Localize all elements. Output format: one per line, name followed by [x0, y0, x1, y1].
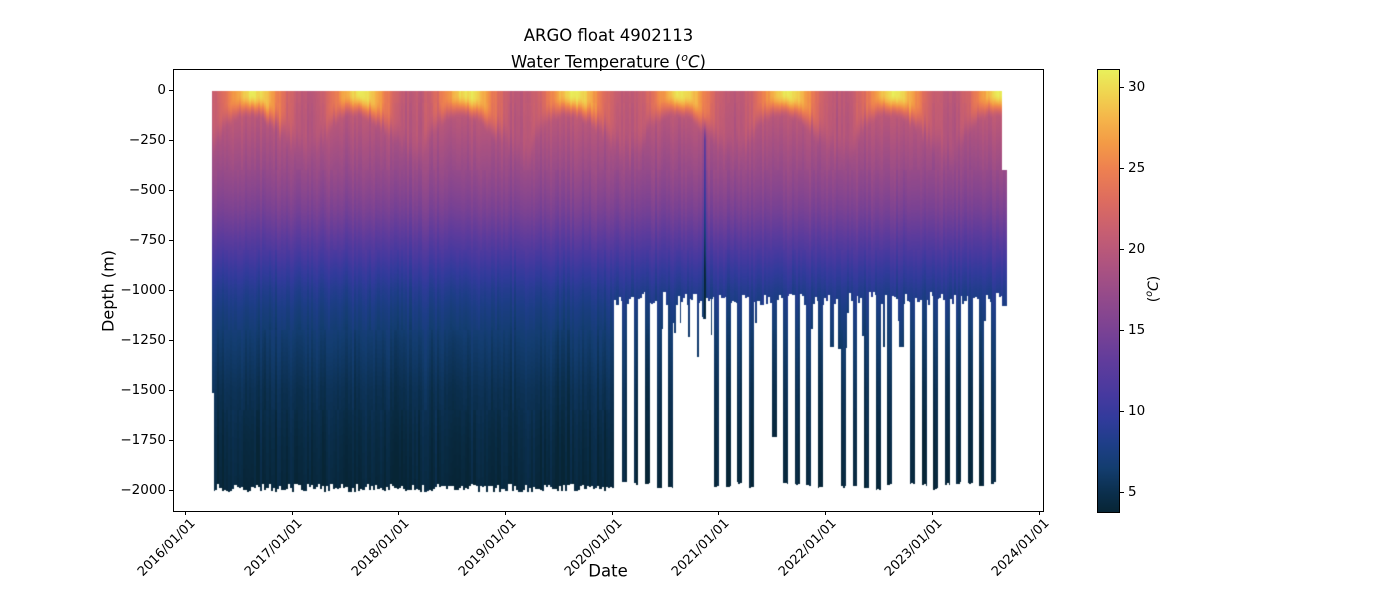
y-tick-label: −1000: [120, 282, 166, 298]
y-tick-mark: [169, 440, 173, 441]
cblabel-close: ): [1145, 275, 1162, 282]
y-tick-label: −1500: [120, 382, 166, 398]
colorbar-label: (oC): [1144, 276, 1162, 303]
title-unit-c: C: [688, 52, 700, 71]
plot-area: [173, 69, 1044, 512]
x-tick-mark: [931, 511, 933, 515]
x-tick-label: 2023/01/01: [882, 516, 947, 580]
x-tick-mark: [398, 511, 400, 515]
x-tick-label: 2022/01/01: [775, 516, 840, 580]
colorbar-tick-label: 10: [1128, 402, 1146, 419]
y-tick-mark: [169, 290, 173, 291]
chart-title: ARGO float 4902113 Water Temperature (oC…: [174, 25, 1043, 73]
title-close-paren: ): [699, 52, 706, 71]
heatmap-canvas: [174, 70, 1043, 511]
y-tick-mark: [169, 190, 173, 191]
colorbar-tick-mark: [1120, 167, 1124, 169]
y-tick-label: −500: [128, 182, 166, 198]
y-tick-mark: [169, 490, 173, 491]
x-axis-label: Date: [588, 561, 628, 581]
title-degree-sup: o: [681, 50, 688, 64]
x-tick-label: 2021/01/01: [668, 516, 733, 580]
chart-title-line2: Water Temperature (oC): [174, 47, 1043, 73]
cblabel-open: (: [1145, 296, 1162, 303]
y-tick-mark: [169, 240, 173, 241]
y-tick-mark: [169, 390, 173, 391]
x-tick-label: 2017/01/01: [242, 516, 306, 580]
y-tick-label: −1750: [120, 432, 166, 448]
x-tick-mark: [1038, 511, 1040, 515]
y-tick-mark: [169, 340, 173, 341]
x-tick-label: 2016/01/01: [135, 516, 199, 580]
x-tick-label: 2024/01/01: [989, 516, 1053, 580]
y-tick-label: −250: [128, 132, 166, 148]
colorbar-tick-mark: [1120, 86, 1124, 88]
title-line2-text: Water Temperature (: [511, 52, 682, 71]
cblabel-unit-c: C: [1145, 281, 1162, 291]
colorbar-tick-mark: [1120, 329, 1124, 331]
chart-title-line1: ARGO float 4902113: [523, 26, 694, 45]
colorbar-tick-label: 5: [1128, 484, 1137, 501]
y-tick-mark: [169, 90, 173, 91]
y-axis-label: Depth (m): [98, 250, 118, 332]
colorbar: [1097, 69, 1120, 513]
colorbar-tick-label: 20: [1128, 240, 1146, 257]
x-tick-label: 2018/01/01: [348, 516, 413, 580]
x-tick-mark: [504, 511, 506, 515]
x-tick-mark: [718, 511, 720, 515]
colorbar-tick-mark: [1120, 492, 1124, 494]
x-tick-mark: [611, 511, 613, 515]
x-tick-mark: [825, 511, 827, 515]
y-tick-label: −2000: [120, 482, 166, 498]
x-tick-label: 2019/01/01: [455, 516, 520, 580]
colorbar-tick-mark: [1120, 248, 1124, 250]
y-tick-label: 0: [157, 82, 166, 98]
colorbar-tick-label: 15: [1128, 321, 1146, 338]
x-tick-mark: [291, 511, 293, 515]
x-tick-mark: [184, 511, 186, 515]
y-tick-mark: [169, 140, 173, 141]
colorbar-tick-label: 25: [1128, 159, 1146, 176]
colorbar-tick-mark: [1120, 410, 1124, 412]
colorbar-tick-label: 30: [1128, 78, 1146, 95]
cblabel-degree-sup: o: [1144, 290, 1156, 297]
y-tick-label: −750: [128, 232, 166, 248]
y-tick-label: −1250: [120, 332, 166, 348]
